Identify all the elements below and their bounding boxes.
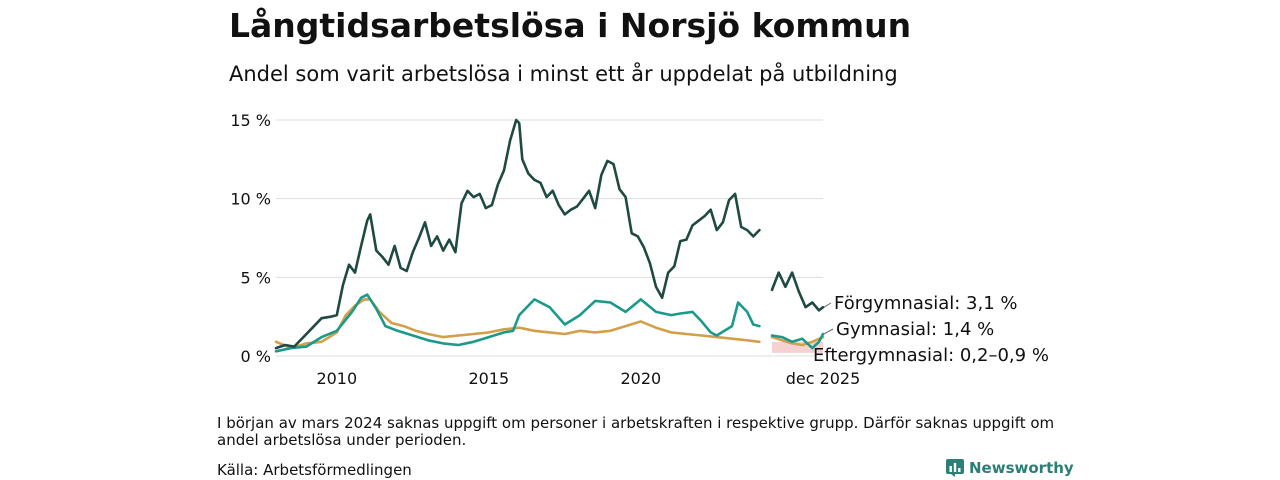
label-connector — [823, 328, 834, 335]
y-tick-label: 15 % — [230, 111, 271, 130]
x-tick-label: 2015 — [468, 369, 509, 388]
gymnasial-line — [770, 332, 825, 350]
x-tick-label: 2010 — [316, 369, 357, 388]
y-axis-ticks: 0 % 5 % 10 % 15 % — [230, 111, 271, 366]
x-tick-label: 2020 — [620, 369, 661, 388]
series-lines — [274, 118, 825, 353]
y-tick-label: 0 % — [241, 347, 271, 366]
chart-title: Långtidsarbetslösa i Norsjö kommun — [229, 6, 912, 45]
förgymnasial-line — [274, 118, 761, 350]
line-chart: 0 % 5 % 10 % 15 % 2010 2015 2020 dec 2025 Förg… — [230, 111, 1049, 388]
label-connector — [823, 302, 832, 308]
newsworthy-icon — [946, 459, 964, 477]
x-axis-ticks: 2010 2015 2020 dec 2025 — [316, 369, 860, 388]
y-tick-label: 5 % — [241, 268, 271, 287]
förgymnasial-line — [770, 271, 825, 312]
chart-subtitle: Andel som varit arbetslösa i minst ett å… — [229, 62, 898, 86]
source-label: Källa: Arbetsförmedlingen — [217, 461, 412, 479]
brand-logo[interactable]: Newsworthy — [946, 459, 1074, 477]
gymnasial-label: Gymnasial: 1,4 % — [836, 319, 994, 340]
y-tick-label: 10 % — [230, 190, 271, 209]
series-labels: Förgymnasial: 3,1 % Gymnasial: 1,4 % Efter… — [813, 293, 1049, 366]
footnote: I början av mars 2024 saknas uppgift om … — [217, 414, 1055, 449]
x-tick-label: dec 2025 — [786, 369, 861, 388]
eftergymnasial-label: Eftergymnasial: 0,2–0,9 % — [813, 345, 1049, 366]
gymnasial-line — [274, 293, 761, 353]
grid-lines — [276, 119, 823, 357]
range-bands — [772, 341, 823, 353]
eftergymnasial-range-band — [772, 341, 823, 353]
förgymnasial-label: Förgymnasial: 3,1 % — [834, 293, 1018, 314]
brand-name: Newsworthy — [969, 459, 1074, 477]
eftergymnasial-line — [770, 335, 825, 347]
eftergymnasial-line — [274, 298, 761, 350]
